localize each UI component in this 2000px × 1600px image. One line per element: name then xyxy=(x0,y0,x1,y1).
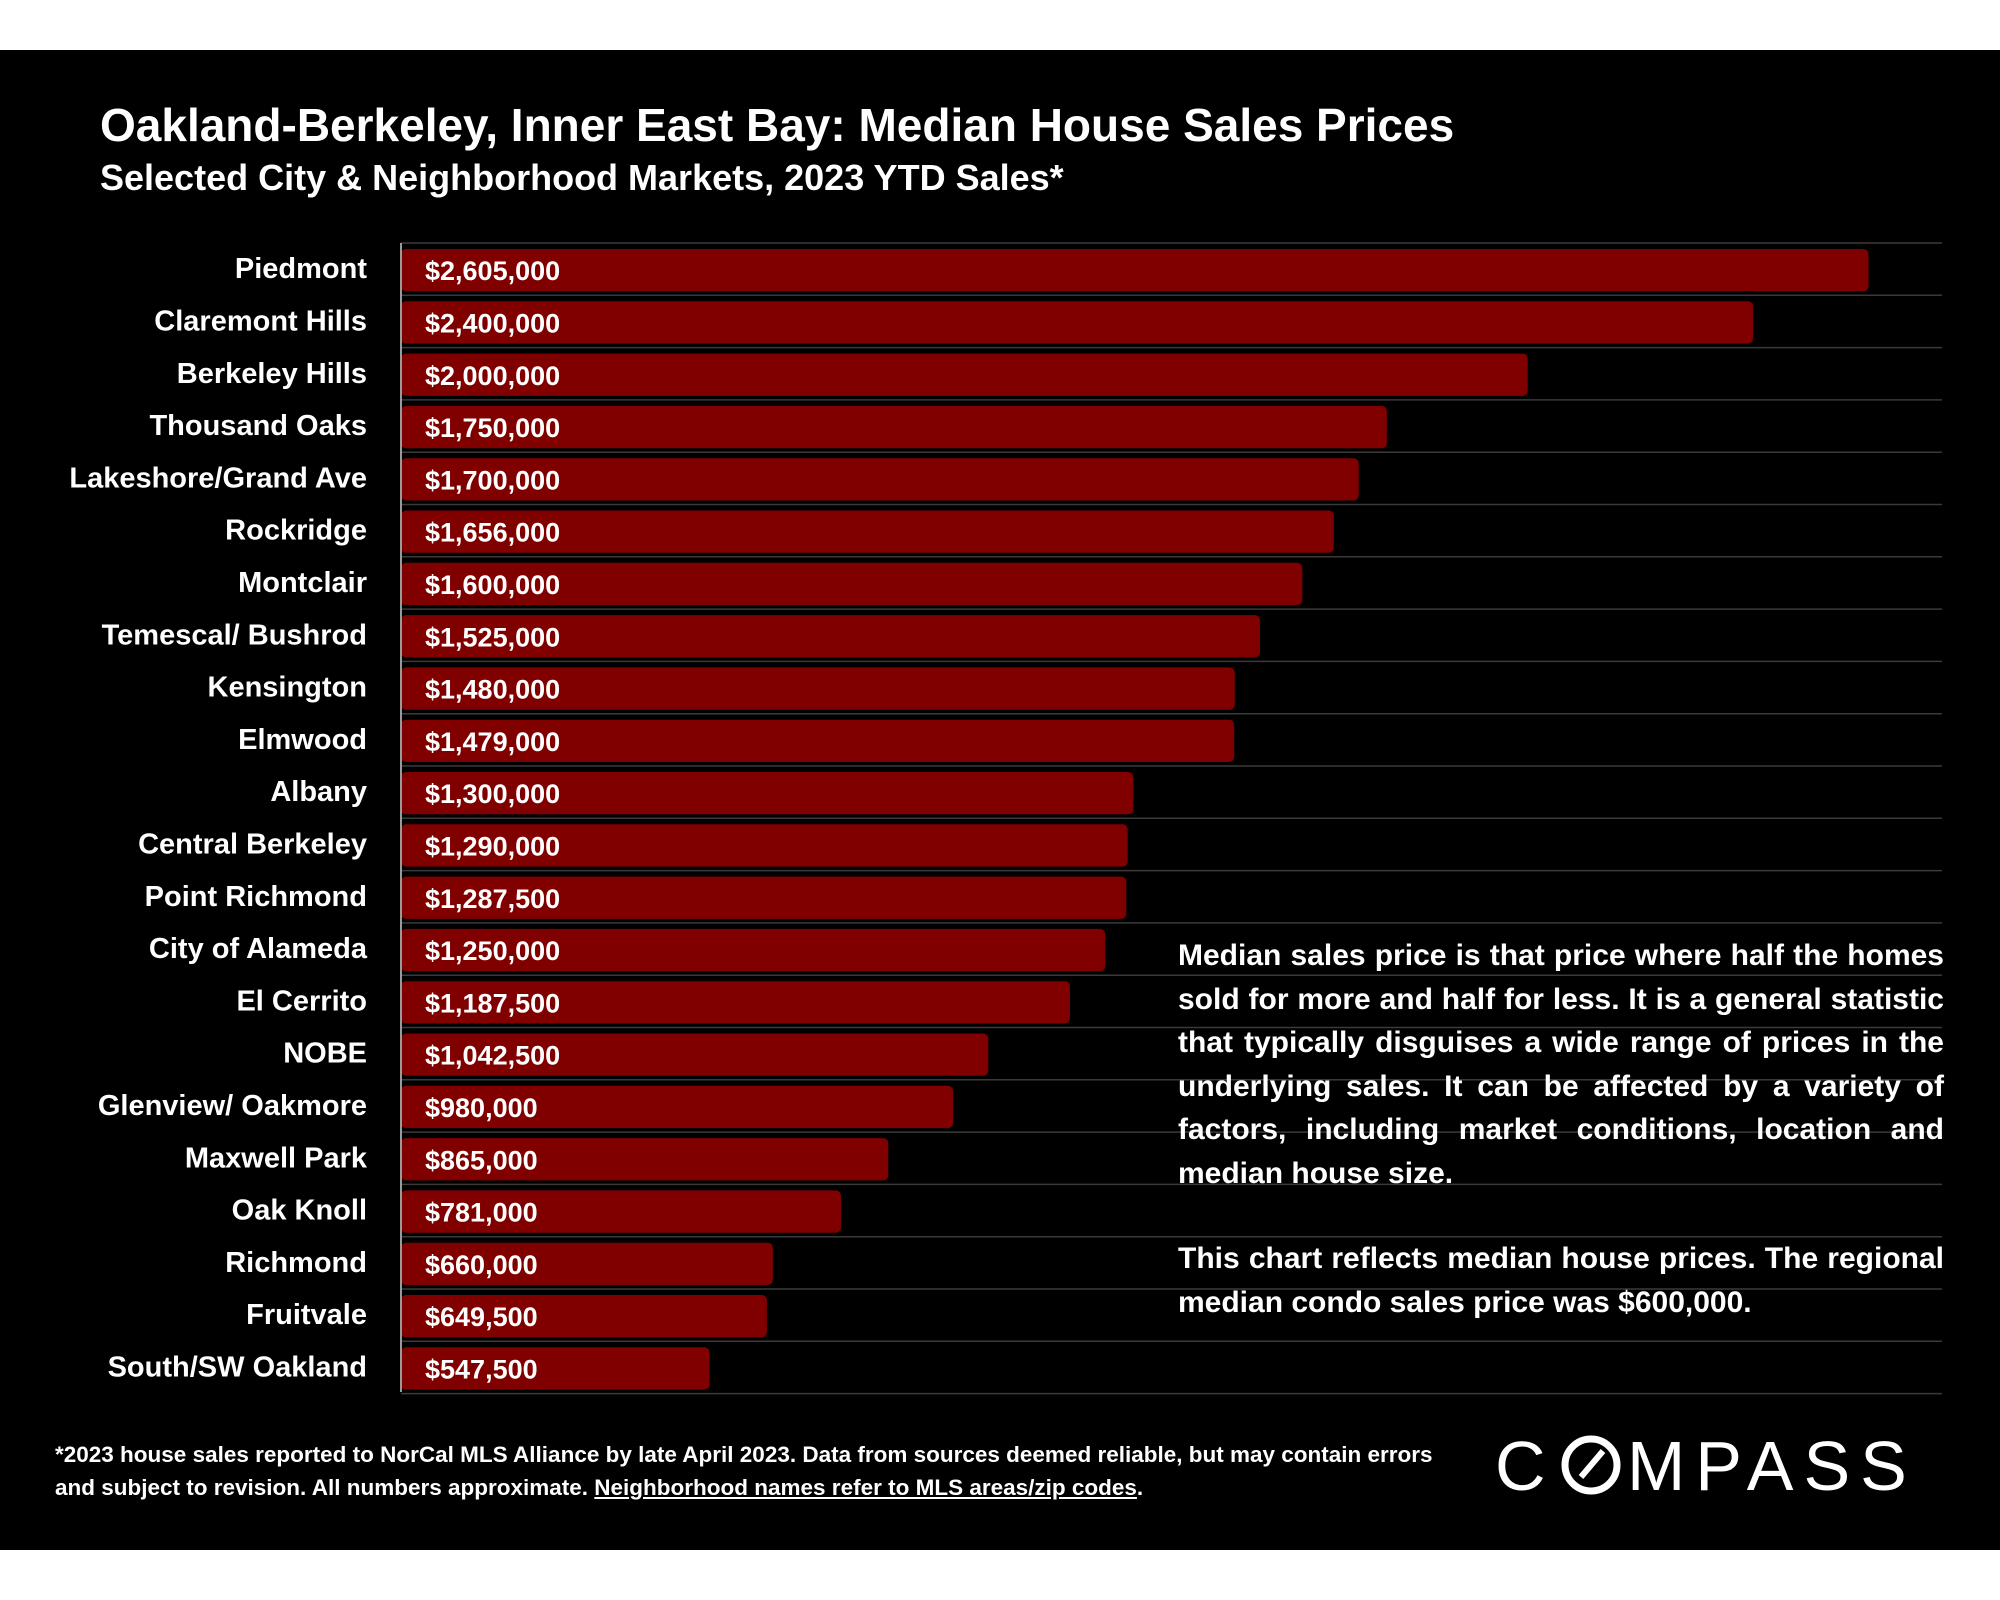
bar xyxy=(401,1138,889,1181)
bar xyxy=(401,458,1359,501)
category-label: Kensington xyxy=(208,672,368,704)
category-label: Claremont Hills xyxy=(154,305,367,337)
category-label: Richmond xyxy=(225,1247,367,1279)
bar xyxy=(401,249,1869,292)
bars xyxy=(401,249,1869,1390)
data-label: $660,000 xyxy=(425,1250,538,1280)
gridlines xyxy=(401,242,1942,1395)
footnote-link[interactable]: Neighborhood names refer to MLS areas/zi… xyxy=(594,1475,1137,1500)
category-label: NOBE xyxy=(283,1038,367,1070)
category-label: Elmwood xyxy=(238,724,367,756)
bar xyxy=(401,719,1235,762)
data-label: $547,500 xyxy=(425,1354,538,1384)
footnote-end: . xyxy=(1136,1475,1144,1500)
data-label: $2,605,000 xyxy=(425,256,560,286)
category-label: Maxwell Park xyxy=(185,1142,368,1174)
bar xyxy=(401,1190,841,1233)
bar xyxy=(401,1295,767,1338)
chart-subtitle: Selected City & Neighborhood Markets, 20… xyxy=(100,157,1064,198)
data-label: $2,000,000 xyxy=(425,361,560,391)
data-label: $2,400,000 xyxy=(425,308,560,338)
labels: $2,605,000 Piedmont $2,400,000 Claremont Hi… xyxy=(69,253,560,1384)
data-label: $1,300,000 xyxy=(425,779,560,809)
footnote-text: *2023 house sales reported to NorCal MLS… xyxy=(55,1442,1433,1500)
data-label: $1,250,000 xyxy=(425,936,560,966)
logo-letter-c: C xyxy=(1495,1430,1556,1500)
bar xyxy=(401,1242,773,1285)
data-label: $1,700,000 xyxy=(425,465,560,495)
bar xyxy=(401,1085,954,1129)
category-label: Piedmont xyxy=(235,253,367,285)
data-label: $1,656,000 xyxy=(425,518,560,548)
category-label: Lakeshore/Grand Ave xyxy=(69,462,367,494)
data-label: $980,000 xyxy=(425,1093,538,1123)
bar xyxy=(401,824,1128,867)
bar xyxy=(401,405,1387,449)
data-label: $865,000 xyxy=(425,1145,538,1175)
category-label: City of Alameda xyxy=(149,933,368,965)
bar xyxy=(401,981,1070,1024)
category-label: Montclair xyxy=(238,567,367,599)
bar xyxy=(401,1347,710,1390)
category-label: Albany xyxy=(270,776,367,808)
category-label: Point Richmond xyxy=(145,881,367,913)
data-label: $1,290,000 xyxy=(425,831,560,861)
bar xyxy=(401,772,1134,815)
data-label: $1,480,000 xyxy=(425,675,560,705)
bar xyxy=(401,353,1528,396)
category-label: Temescal/ Bushrod xyxy=(102,619,367,651)
compass-logo: C MPASS xyxy=(1495,1427,1925,1505)
data-label: $1,525,000 xyxy=(425,622,560,652)
bar xyxy=(401,562,1303,606)
data-label: $649,500 xyxy=(425,1302,538,1332)
bar xyxy=(401,301,1753,344)
note-median-definition: Median sales price is that price where h… xyxy=(1178,939,1944,1190)
logo-letters-mpass: MPASS xyxy=(1627,1430,1917,1500)
bar xyxy=(401,928,1106,972)
category-label: Oak Knoll xyxy=(232,1195,367,1227)
data-label: $1,479,000 xyxy=(425,727,560,757)
footnote: *2023 house sales reported to NorCal MLS… xyxy=(55,1438,1455,1504)
bar xyxy=(401,615,1261,658)
bar xyxy=(401,1033,989,1076)
note-condo-median: This chart reflects median house prices.… xyxy=(1178,1242,1944,1319)
chart-title: Oakland-Berkeley, Inner East Bay: Median… xyxy=(100,99,1455,151)
category-label: El Cerrito xyxy=(236,985,367,1017)
data-label: $781,000 xyxy=(425,1198,538,1228)
category-label: Rockridge xyxy=(225,515,367,547)
data-label: $1,042,500 xyxy=(425,1041,560,1071)
category-label: Berkeley Hills xyxy=(177,358,367,390)
category-label: Central Berkeley xyxy=(138,828,367,860)
bar xyxy=(401,876,1127,919)
compass-o-icon xyxy=(1561,1435,1621,1495)
bar xyxy=(401,667,1235,710)
bar xyxy=(401,510,1334,553)
category-label: South/SW Oakland xyxy=(108,1351,367,1383)
data-label: $1,287,500 xyxy=(425,884,560,914)
data-label: $1,600,000 xyxy=(425,570,560,600)
category-label: Glenview/ Oakmore xyxy=(98,1090,367,1122)
category-label: Thousand Oaks xyxy=(149,410,367,442)
data-label: $1,187,500 xyxy=(425,988,560,1018)
category-label: Fruitvale xyxy=(246,1299,367,1331)
data-label: $1,750,000 xyxy=(425,413,560,443)
